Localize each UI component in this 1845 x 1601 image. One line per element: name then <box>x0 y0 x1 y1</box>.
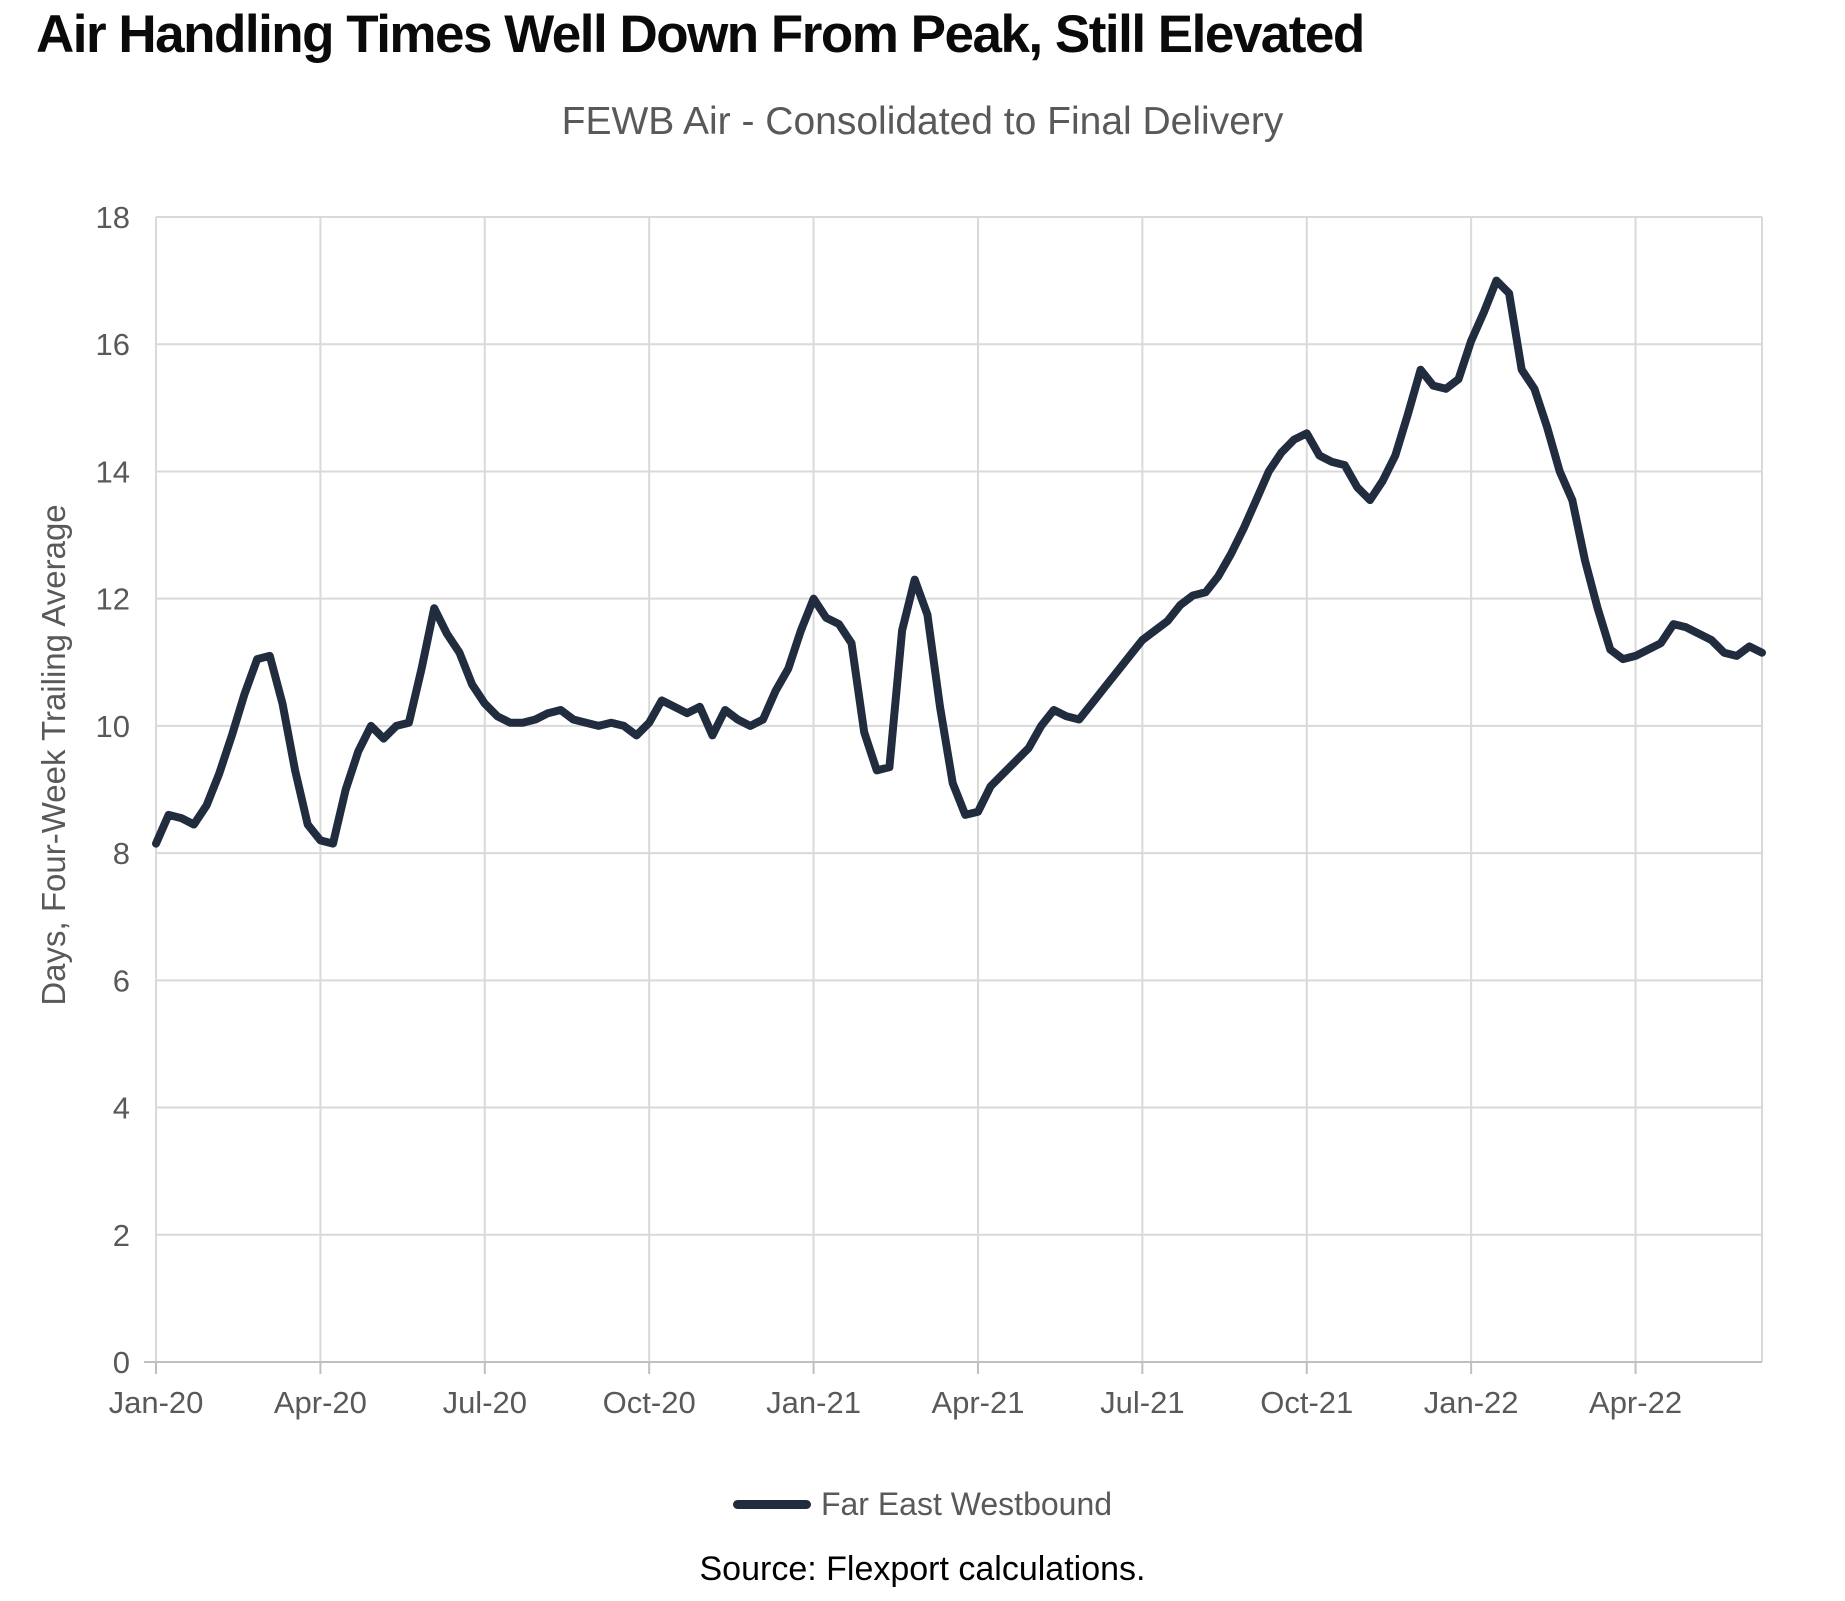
y-tick-label: 18 <box>96 200 130 235</box>
chart-subtitle: FEWB Air - Consolidated to Final Deliver… <box>561 100 1284 143</box>
x-tick-label: Jan-20 <box>109 1385 204 1420</box>
y-tick-label: 2 <box>113 1218 130 1253</box>
x-tick-label: Apr-20 <box>274 1385 367 1420</box>
y-tick-label: 14 <box>96 454 130 489</box>
x-tick-label: Apr-21 <box>931 1385 1024 1420</box>
x-tick-label: Oct-21 <box>1260 1385 1353 1420</box>
x-tick-label: Jan-21 <box>766 1385 861 1420</box>
y-tick-label: 6 <box>113 963 130 998</box>
page-title: Air Handling Times Well Down From Peak, … <box>36 5 1365 64</box>
y-tick-label: 10 <box>96 709 130 744</box>
y-tick-label: 16 <box>96 327 130 362</box>
y-tick-label: 12 <box>96 582 130 617</box>
data-line-far-east-westbound <box>152 276 1766 848</box>
legend-line-swatch <box>732 1499 811 1509</box>
x-tick-label: Jul-21 <box>1100 1385 1184 1420</box>
source-note: Source: Flexport calculations. <box>699 1550 1146 1588</box>
y-tick-label: 4 <box>113 1091 130 1126</box>
legend: Far East Westbound <box>0 1484 1845 1524</box>
x-tick-label: Jul-20 <box>443 1385 527 1420</box>
legend-label: Far East Westbound <box>820 1485 1113 1522</box>
x-tick-label: Oct-20 <box>603 1385 696 1420</box>
y-tick-label: 0 <box>113 1345 130 1380</box>
x-tick-label: Apr-22 <box>1589 1385 1682 1420</box>
x-tick-label: Jan-22 <box>1424 1385 1519 1420</box>
y-tick-label: 8 <box>113 836 130 871</box>
